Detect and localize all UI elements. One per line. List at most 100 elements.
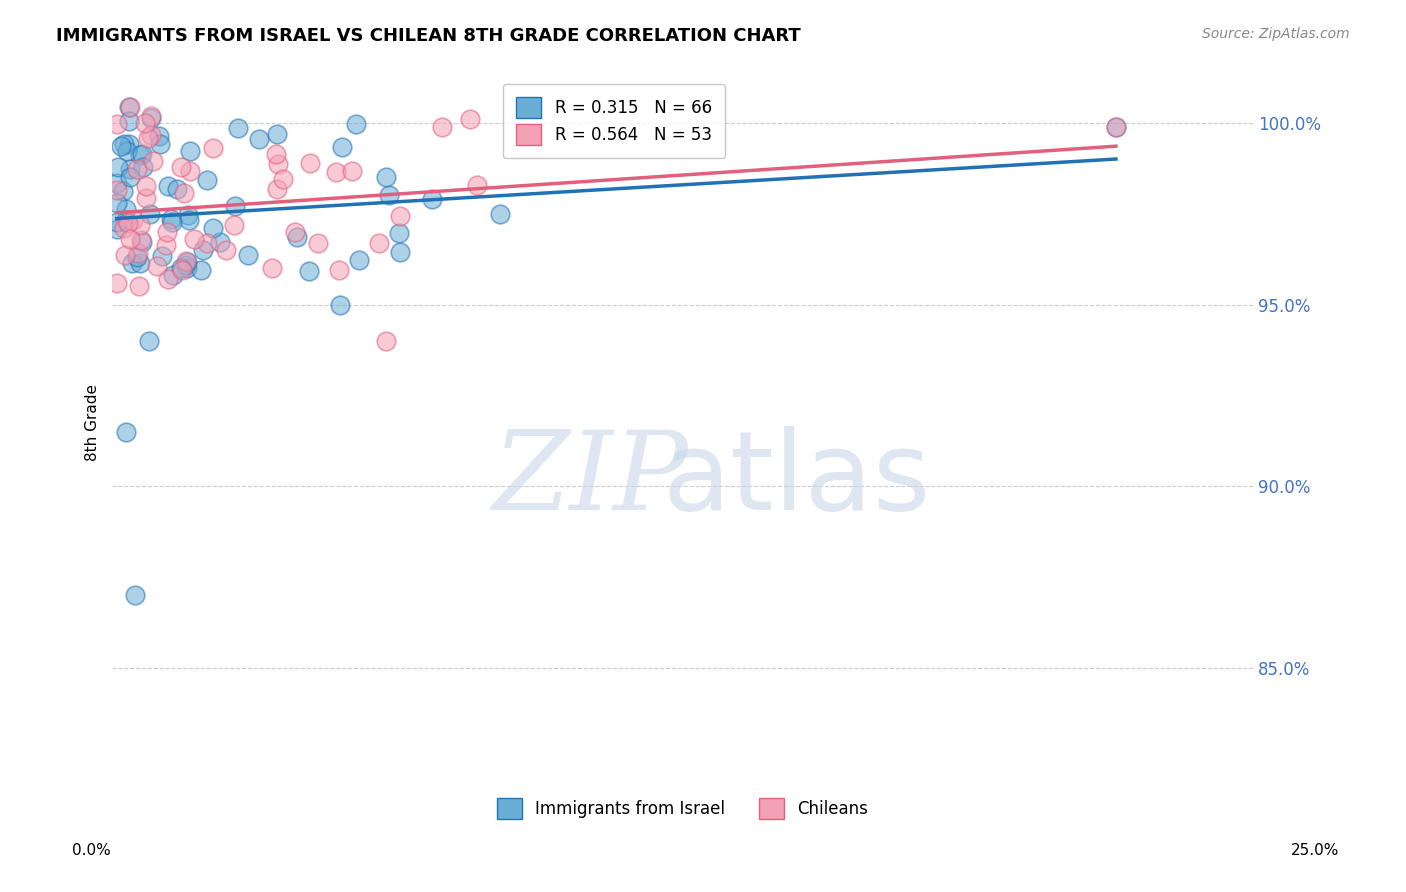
Point (388, 244, 411, 259)
Legend: Immigrants from Israel, Chileans: Immigrants from Israel, Chileans (491, 791, 875, 825)
Point (209, 235, 232, 249)
Point (120, 170, 142, 185)
Point (135, 190, 157, 204)
Point (489, 207, 512, 221)
Point (236, 248, 259, 262)
Point (349, 253, 371, 268)
Point (138, 334, 160, 348)
Point (176, 255, 198, 269)
Point (172, 262, 194, 277)
Point (162, 215, 184, 229)
Point (222, 218, 245, 232)
Point (131, 235, 153, 249)
Point (111, 184, 134, 198)
Point (129, 256, 152, 270)
Text: atlas: atlas (662, 425, 931, 533)
Point (129, 233, 152, 247)
Point (114, 136, 136, 151)
Point (121, 212, 143, 227)
Point (183, 232, 205, 246)
Point (173, 186, 195, 201)
Point (127, 162, 149, 177)
Point (157, 179, 180, 194)
Point (162, 268, 184, 282)
Point (118, 113, 141, 128)
Point (150, 249, 173, 263)
Point (127, 245, 149, 260)
Point (149, 136, 172, 151)
Point (115, 213, 138, 227)
Point (340, 164, 363, 178)
Point (134, 116, 156, 130)
Point (105, 277, 128, 291)
Point (105, 176, 128, 190)
Point (228, 121, 250, 136)
Point (224, 198, 246, 212)
Point (125, 250, 148, 264)
Point (307, 236, 329, 251)
Point (166, 182, 188, 196)
Point (176, 208, 198, 222)
Point (332, 139, 354, 153)
Point (388, 209, 411, 223)
Point (190, 263, 212, 277)
Point (177, 213, 200, 227)
Text: IMMIGRANTS FROM ISRAEL VS CHILEAN 8TH GRADE CORRELATION CHART: IMMIGRANTS FROM ISRAEL VS CHILEAN 8TH GR… (56, 27, 801, 45)
Point (174, 258, 197, 272)
Text: Source: ZipAtlas.com: Source: ZipAtlas.com (1202, 27, 1350, 41)
Point (135, 178, 157, 193)
Point (124, 588, 146, 602)
Point (112, 221, 135, 235)
Point (117, 144, 139, 158)
Text: 25.0%: 25.0% (1291, 843, 1339, 858)
Point (374, 334, 396, 348)
Point (215, 243, 238, 257)
Point (285, 229, 308, 244)
Point (169, 261, 191, 276)
Point (193, 243, 215, 257)
Point (105, 222, 128, 236)
Point (328, 263, 350, 277)
Point (120, 162, 142, 177)
Point (157, 272, 180, 286)
Point (120, 232, 142, 246)
Point (155, 238, 177, 252)
Point (115, 202, 138, 217)
Point (174, 254, 197, 268)
Point (374, 170, 396, 185)
Point (458, 112, 481, 126)
Point (170, 160, 193, 174)
Point (329, 298, 352, 312)
Point (430, 120, 453, 135)
Point (1105, 120, 1128, 134)
Point (118, 136, 141, 151)
Point (107, 160, 129, 174)
Point (139, 111, 162, 125)
Point (138, 207, 160, 221)
Point (264, 147, 287, 161)
Point (110, 138, 132, 153)
Point (139, 128, 162, 142)
Point (105, 195, 128, 210)
Text: ZIP: ZIP (494, 425, 689, 533)
Point (202, 220, 225, 235)
Point (179, 144, 201, 158)
Point (388, 226, 411, 240)
Point (271, 172, 294, 186)
Point (132, 160, 155, 174)
Point (195, 173, 218, 187)
Point (344, 117, 367, 131)
Text: 0.0%: 0.0% (72, 843, 111, 858)
Point (195, 235, 218, 250)
Point (105, 183, 128, 197)
Point (117, 100, 139, 114)
Point (107, 116, 129, 130)
Point (179, 164, 201, 178)
Point (142, 153, 165, 168)
Point (114, 248, 136, 262)
Point (267, 157, 290, 171)
Point (465, 178, 488, 192)
Point (298, 156, 321, 170)
Point (378, 188, 401, 202)
Point (114, 425, 136, 439)
